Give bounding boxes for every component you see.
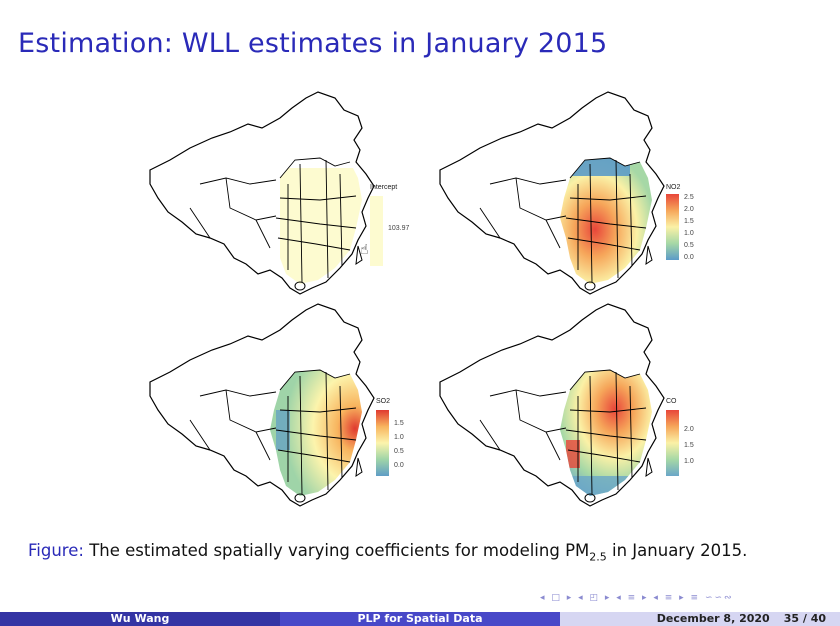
map-panel-co: CO 2.0 1.5 1.0 <box>420 300 694 515</box>
legend-tick: 1.5 <box>684 442 694 449</box>
legend-colorbar <box>666 410 679 476</box>
legend-tick: 1.0 <box>684 458 694 465</box>
legend-title: Intercept <box>370 184 398 191</box>
legend-tick: 0.0 <box>394 462 404 469</box>
legend-tick: 1.5 <box>684 218 694 225</box>
legend-tick: 2.0 <box>684 426 694 433</box>
legend-tick: 103.97 <box>388 225 410 232</box>
footer-date: December 8, 2020 <box>656 612 770 625</box>
caption-text-end: in January 2015. <box>606 541 748 560</box>
legend-tick: 2.5 <box>684 194 694 201</box>
footer-right: December 8, 2020 35 / 40 <box>560 612 840 626</box>
beamer-navigation-icons[interactable]: ◂ □ ▸ ◂ ◰ ▸ ◂ ≡ ▸ ◂ ≡ ▸ ≡ ∽∽∾ <box>540 593 734 603</box>
map-panel-no2: NO2 2.5 2.0 1.5 1.0 0.5 0.0 <box>420 88 694 303</box>
china-map-no2 <box>439 91 665 295</box>
footer-short-title: PLP for Spatial Data <box>280 612 560 626</box>
legend-tick: 1.0 <box>394 434 404 441</box>
map-panel-intercept: Intercept 103.97 <box>130 88 409 303</box>
legend-tick: 1.0 <box>684 230 694 237</box>
caption-text: The estimated spatially varying coeffici… <box>89 541 590 560</box>
legend-colorbar <box>376 410 389 476</box>
legend-colorbar <box>666 194 679 260</box>
hand-cursor-icon: ☝ <box>360 242 369 258</box>
china-map-so2 <box>149 303 375 507</box>
slide-title: Estimation: WLL estimates in January 201… <box>18 28 608 59</box>
footer-author: Wu Wang <box>0 612 280 626</box>
legend-tick: 1.5 <box>394 420 404 427</box>
legend-tick: 0.0 <box>684 254 694 261</box>
footer-page-number: 35 / 40 <box>783 612 826 625</box>
legend-title: CO <box>666 398 677 405</box>
legend-tick: 0.5 <box>394 448 404 455</box>
legend-tick: 2.0 <box>684 206 694 213</box>
map-panel-so2: SO2 1.5 1.0 0.5 0.0 <box>130 300 404 515</box>
figure-caption: Figure: The estimated spatially varying … <box>28 541 747 563</box>
legend-colorbar <box>370 196 383 266</box>
legend-title: SO2 <box>376 398 391 405</box>
legend-title: NO2 <box>666 184 681 191</box>
caption-subscript: 2.5 <box>589 550 607 564</box>
china-map-intercept <box>149 91 375 295</box>
footer-bar: Wu Wang PLP for Spatial Data December 8,… <box>0 612 840 626</box>
caption-label: Figure: <box>28 541 84 560</box>
legend-tick: 0.5 <box>684 242 694 249</box>
china-map-co <box>439 303 665 507</box>
